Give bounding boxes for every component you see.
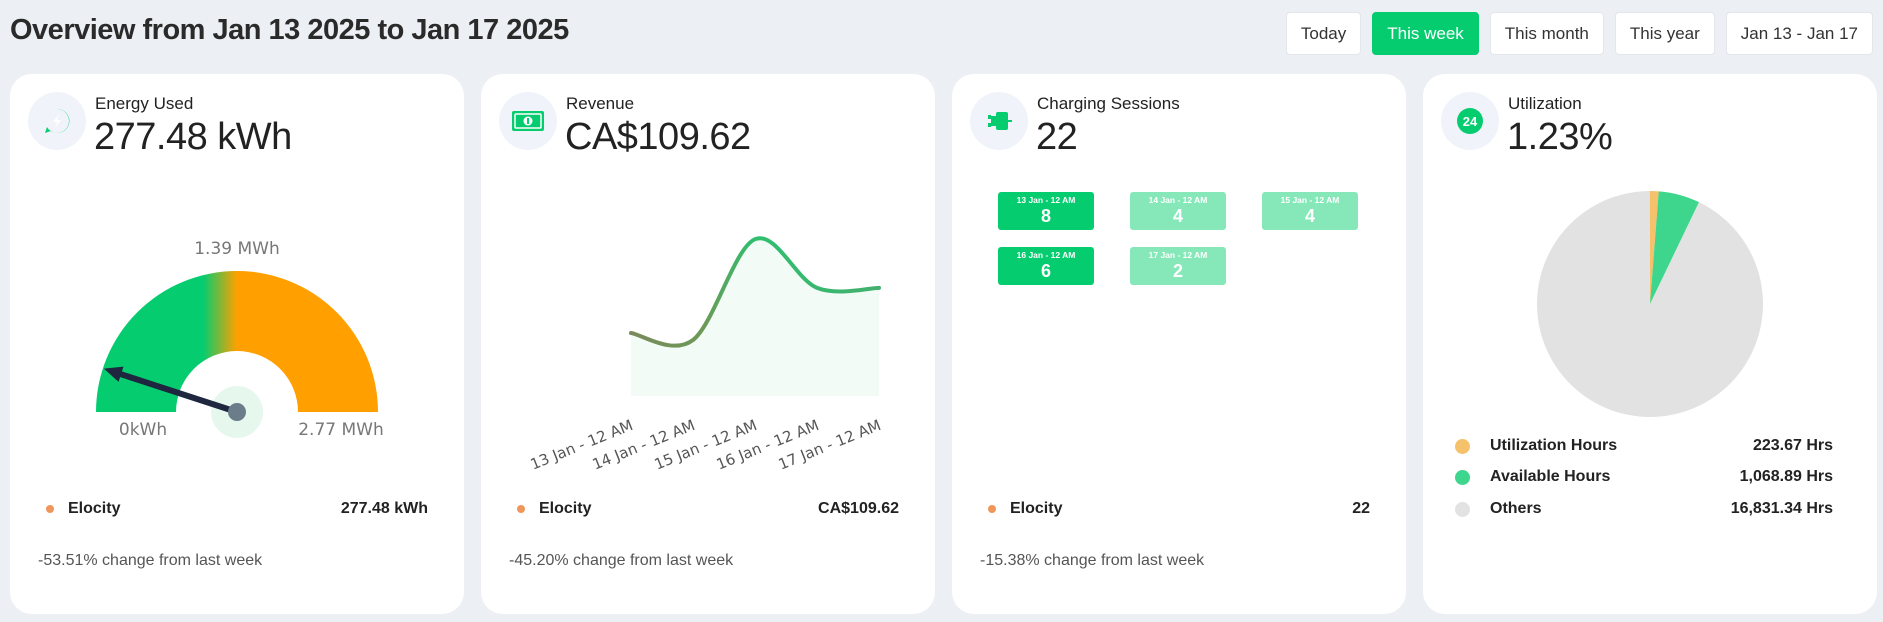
gauge-arc [96, 271, 378, 412]
utilization-card: 24 Utilization 1.23% Utilization Hours 2… [1423, 74, 1877, 614]
card-label: Charging Sessions [1037, 94, 1180, 113]
charging-sessions-card: Charging Sessions 22 13 Jan - 12 AM 8 14 … [952, 74, 1406, 614]
legend-name: Elocity [1010, 500, 1063, 517]
session-tile: 13 Jan - 12 AM 8 [998, 192, 1094, 230]
revenue-card: Revenue CA$109.62 13 Jan - 12 AM 14 Jan -… [481, 74, 935, 614]
tile-date: 16 Jan - 12 AM [1016, 250, 1076, 260]
this-month-button[interactable]: This month [1489, 12, 1604, 55]
legend-dot [1455, 469, 1470, 485]
session-tile: 15 Jan - 12 AM 4 [1262, 192, 1358, 230]
gauge-pivot [228, 403, 246, 421]
legend-name: Available Hours [1490, 468, 1611, 485]
legend-name: Utilization Hours [1490, 437, 1618, 454]
gauge-needle-head [103, 366, 124, 382]
utilization-legend-row: Utilization Hours 223.67 Hrs [1455, 437, 1833, 455]
revenue-area [631, 238, 879, 396]
legend-row: Elocity 277.48 kWh [46, 500, 428, 518]
change-text: -45.20% change from last week [509, 552, 734, 569]
session-tile: 17 Jan - 12 AM 2 [1130, 247, 1226, 285]
utilization-legend-row: Available Hours 1,068.89 Hrs [1455, 468, 1833, 486]
today-button[interactable]: Today [1285, 12, 1362, 55]
legend-value: 16,831.34 Hrs [1730, 500, 1833, 517]
tile-date: 15 Jan - 12 AM [1280, 195, 1340, 205]
revenue-line [629, 236, 881, 348]
date-range-selector: Today This week This month This year Jan… [1285, 12, 1873, 55]
gauge-min-label: 0kWh [119, 420, 167, 440]
gauge-mid-label: 1.39 MWh [194, 239, 280, 259]
cash-icon [499, 92, 557, 150]
gauge-needle [112, 369, 240, 415]
tile-date: 13 Jan - 12 AM [1016, 195, 1076, 205]
tile-count: 6 [1040, 261, 1051, 281]
bolt-icon [28, 92, 86, 150]
legend-dot [1455, 438, 1470, 454]
icon-text: 24 [1463, 114, 1478, 129]
this-week-button[interactable]: This week [1372, 12, 1479, 55]
tile-count: 4 [1304, 206, 1315, 226]
utilization-pie [1537, 191, 1763, 417]
legend-dot [988, 505, 996, 513]
card-value: CA$109.62 [565, 116, 751, 158]
tile-count: 2 [1172, 261, 1183, 281]
charger-icon [970, 92, 1028, 150]
energy-used-card: Energy Used 277.48 kWh 1.39 MWh 0kWh 2.7… [10, 74, 464, 614]
legend-value: 223.67 Hrs [1752, 437, 1833, 454]
page-title: Overview from Jan 13 2025 to Jan 17 2025 [10, 14, 569, 46]
this-year-button[interactable]: This year [1614, 12, 1715, 55]
clock-24-icon: 24 [1441, 92, 1499, 150]
legend-name: Elocity [68, 500, 121, 517]
legend-value: 1,068.89 Hrs [1739, 468, 1833, 485]
tile-count: 4 [1172, 206, 1183, 226]
change-text: -15.38% change from last week [980, 552, 1205, 569]
card-value: 22 [1036, 116, 1078, 158]
card-label: Revenue [566, 94, 635, 113]
legend-row: Elocity 22 [988, 500, 1370, 518]
legend-name: Elocity [539, 500, 592, 517]
change-text: -53.51% change from last week [38, 552, 263, 569]
tile-count: 8 [1040, 206, 1051, 226]
tile-date: 14 Jan - 12 AM [1148, 195, 1208, 205]
card-label: Energy Used [95, 94, 194, 113]
pie-slice-available-hours [1650, 191, 1699, 304]
card-value: 277.48 kWh [94, 116, 292, 158]
legend-dot [517, 505, 525, 513]
tile-date: 17 Jan - 12 AM [1148, 250, 1208, 260]
legend-dot [1455, 501, 1470, 517]
gauge-max-label: 2.77 MWh [298, 420, 384, 440]
session-tile: 16 Jan - 12 AM 6 [998, 247, 1094, 285]
legend-value: 22 [1352, 500, 1370, 517]
energy-gauge: 1.39 MWh 0kWh 2.77 MWh [96, 239, 384, 440]
session-tile: 14 Jan - 12 AM 4 [1130, 192, 1226, 230]
legend-row: Elocity CA$109.62 [517, 500, 899, 518]
custom-range-button[interactable]: Jan 13 - Jan 17 [1725, 12, 1873, 55]
card-value: 1.23% [1507, 116, 1613, 158]
legend-dot [46, 505, 54, 513]
pie-slice-utilization-hours [1650, 191, 1659, 304]
card-label: Utilization [1508, 94, 1582, 113]
legend-value: CA$109.62 [818, 500, 899, 517]
legend-name: Others [1490, 500, 1542, 517]
utilization-legend-row: Others 16,831.34 Hrs [1455, 500, 1833, 518]
legend-value: 277.48 kWh [340, 500, 428, 517]
